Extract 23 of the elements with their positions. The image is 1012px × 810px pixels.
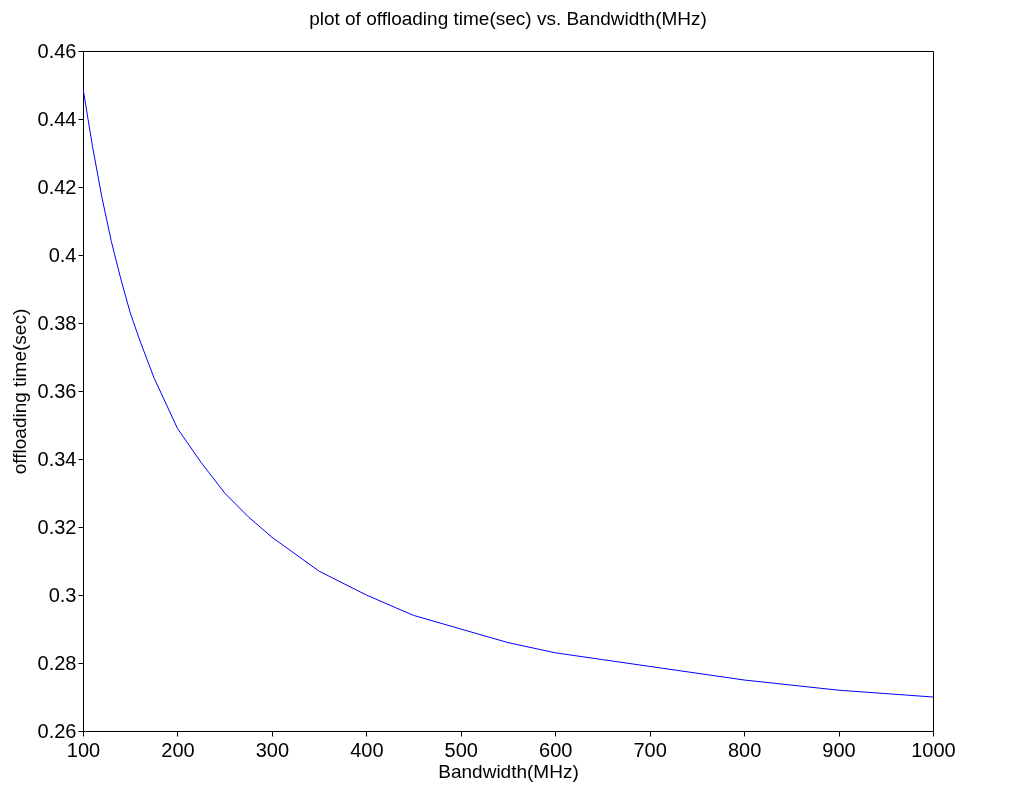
x-tick-label: 600 [539,738,573,761]
x-tick-label: 500 [444,738,478,761]
x-tick-label: 300 [255,738,290,761]
y-tick-label: 0.4 [48,243,77,266]
y-tick-label: 0.34 [37,447,77,470]
x-tick-label: 900 [822,738,856,761]
y-tick-label: 0.42 [37,175,77,198]
y-tick-label: 0.38 [37,311,77,334]
y-tick-label: 0.44 [37,107,77,130]
y-tick-label: 0.46 [37,39,77,62]
y-tick-label: 0.36 [37,379,77,402]
y-tick-label: 0.28 [37,651,77,674]
y-tick-label: 0.32 [37,515,77,538]
x-tick-label: 1000 [911,738,956,761]
x-tick-label: 700 [633,738,667,761]
x-axis-title: Bandwidth(MHz) [438,760,579,782]
x-tick-label: 800 [727,738,762,761]
x-tick-label: 400 [350,738,384,761]
y-axis-title: offloading time(sec) [8,308,30,475]
chart-title: plot of offloading time(sec) vs. Bandwidth(MHz) [309,8,707,29]
y-tick-label: 0.3 [48,583,77,606]
x-tick-label: 200 [161,738,195,761]
line-series [83,87,933,698]
